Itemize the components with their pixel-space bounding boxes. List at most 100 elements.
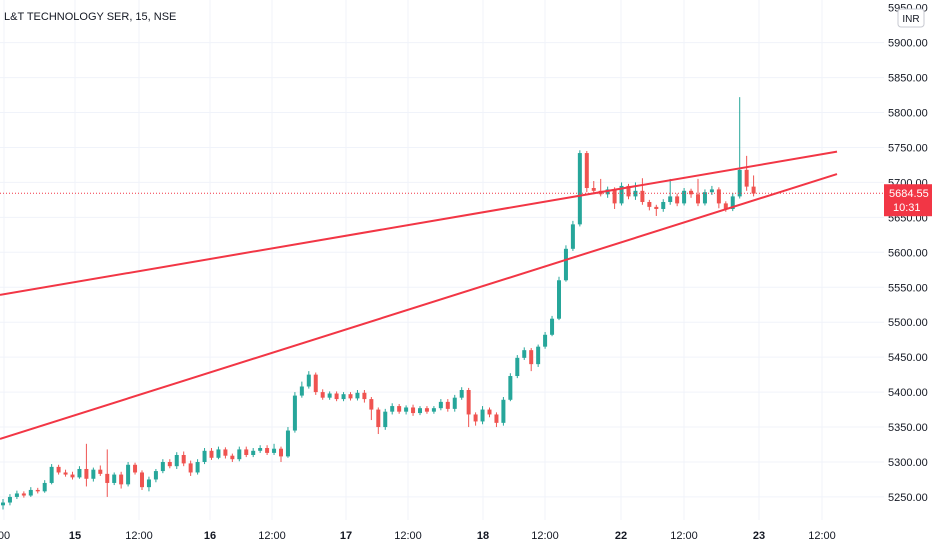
candle (702, 189, 707, 206)
candle-body (508, 376, 513, 400)
trendline[interactable] (0, 173, 838, 440)
candle (341, 392, 346, 402)
candle-body (369, 399, 374, 410)
price-tick-label: 5850.00 (888, 73, 928, 85)
candle (334, 391, 339, 402)
candle (557, 276, 561, 321)
candle-body (501, 399, 506, 423)
candle-body (1, 502, 5, 506)
price-tick-label: 5750.00 (888, 142, 928, 154)
candle-body (376, 409, 381, 428)
price-tick-label: 5350.00 (888, 422, 928, 434)
candle-body (105, 473, 110, 483)
candle-body (751, 186, 756, 194)
candle (536, 344, 541, 367)
price-tick-label: 5600.00 (888, 247, 928, 259)
candle-body (237, 449, 242, 460)
candle-body (223, 449, 228, 456)
candle-body (70, 474, 75, 478)
candle (654, 204, 659, 216)
candle-body (306, 374, 311, 387)
candle (675, 193, 680, 207)
candle (84, 443, 89, 487)
candle (202, 448, 207, 465)
candle-body (119, 474, 124, 485)
candle-body (292, 395, 297, 431)
candle-body (251, 450, 256, 455)
candle-body (14, 493, 19, 497)
candle (216, 446, 221, 460)
candle (70, 471, 75, 480)
candle (515, 355, 520, 379)
candle-body (126, 464, 131, 485)
candle (299, 381, 304, 398)
candle-body (313, 374, 318, 393)
grid (0, 0, 884, 520)
candle (438, 399, 443, 411)
candle (362, 390, 367, 403)
candle (348, 392, 353, 401)
candle (494, 412, 499, 428)
candle-body (77, 468, 82, 478)
candle (167, 459, 172, 469)
candle (550, 315, 555, 337)
time-tick-label: 15 (69, 530, 81, 542)
candle-body (654, 206, 659, 209)
candle-body (188, 463, 193, 473)
candle-body (28, 489, 33, 496)
candle (390, 403, 395, 415)
price-tick-label: 5250.00 (888, 492, 928, 504)
currency-label: INR (902, 14, 919, 25)
price-tick-label: 5500.00 (888, 317, 928, 329)
trendline[interactable] (0, 150, 838, 296)
chart-title: L&T TECHNOLOGY SER, 15, NSE (4, 11, 176, 23)
candle (91, 467, 96, 482)
candle (49, 464, 54, 485)
candle-body (689, 190, 694, 195)
currency-badge[interactable]: INR (897, 8, 925, 28)
time-tick-label: 12:00 (670, 530, 698, 542)
candle-body (404, 407, 409, 412)
candle (251, 448, 256, 458)
time-tick-label: 12:00 (808, 530, 836, 542)
candle-body (230, 455, 235, 460)
candle (619, 182, 624, 206)
candle (56, 464, 61, 475)
candle (744, 155, 749, 191)
candle-body (397, 406, 402, 412)
time-axis[interactable]: 00 15 12:00 16 12:00 17 12:00 18 12:00 22 12:00 23 1… (0, 530, 836, 542)
candle (376, 407, 381, 435)
time-tick-label: 00 (0, 530, 10, 542)
candle-body (320, 392, 325, 398)
candle (112, 472, 117, 486)
candle (7, 494, 12, 506)
candle-body (355, 392, 360, 399)
candle-body (633, 190, 638, 197)
candle-body (522, 350, 527, 358)
candle (737, 97, 742, 199)
candle (397, 403, 402, 414)
candle (21, 491, 26, 498)
candle-body (570, 224, 575, 249)
candle-body (383, 411, 388, 428)
candle-body (160, 461, 165, 472)
candle-body (515, 357, 520, 377)
candle-body (348, 394, 353, 399)
candle-body (737, 169, 742, 197)
candle-body (668, 196, 673, 202)
candle (292, 392, 297, 433)
candle (77, 466, 82, 479)
candle (612, 187, 617, 209)
candle (355, 390, 360, 401)
candle (63, 469, 68, 477)
price-axis[interactable]: 5900.005850.005800.005750.005700.005650.… (888, 3, 928, 504)
trendlines[interactable] (0, 150, 838, 440)
candle (383, 408, 388, 430)
time-tick-label: 12:00 (394, 530, 422, 542)
candle-body (494, 414, 499, 423)
candle (258, 445, 263, 453)
candle-body (452, 397, 457, 409)
candle (445, 399, 450, 412)
